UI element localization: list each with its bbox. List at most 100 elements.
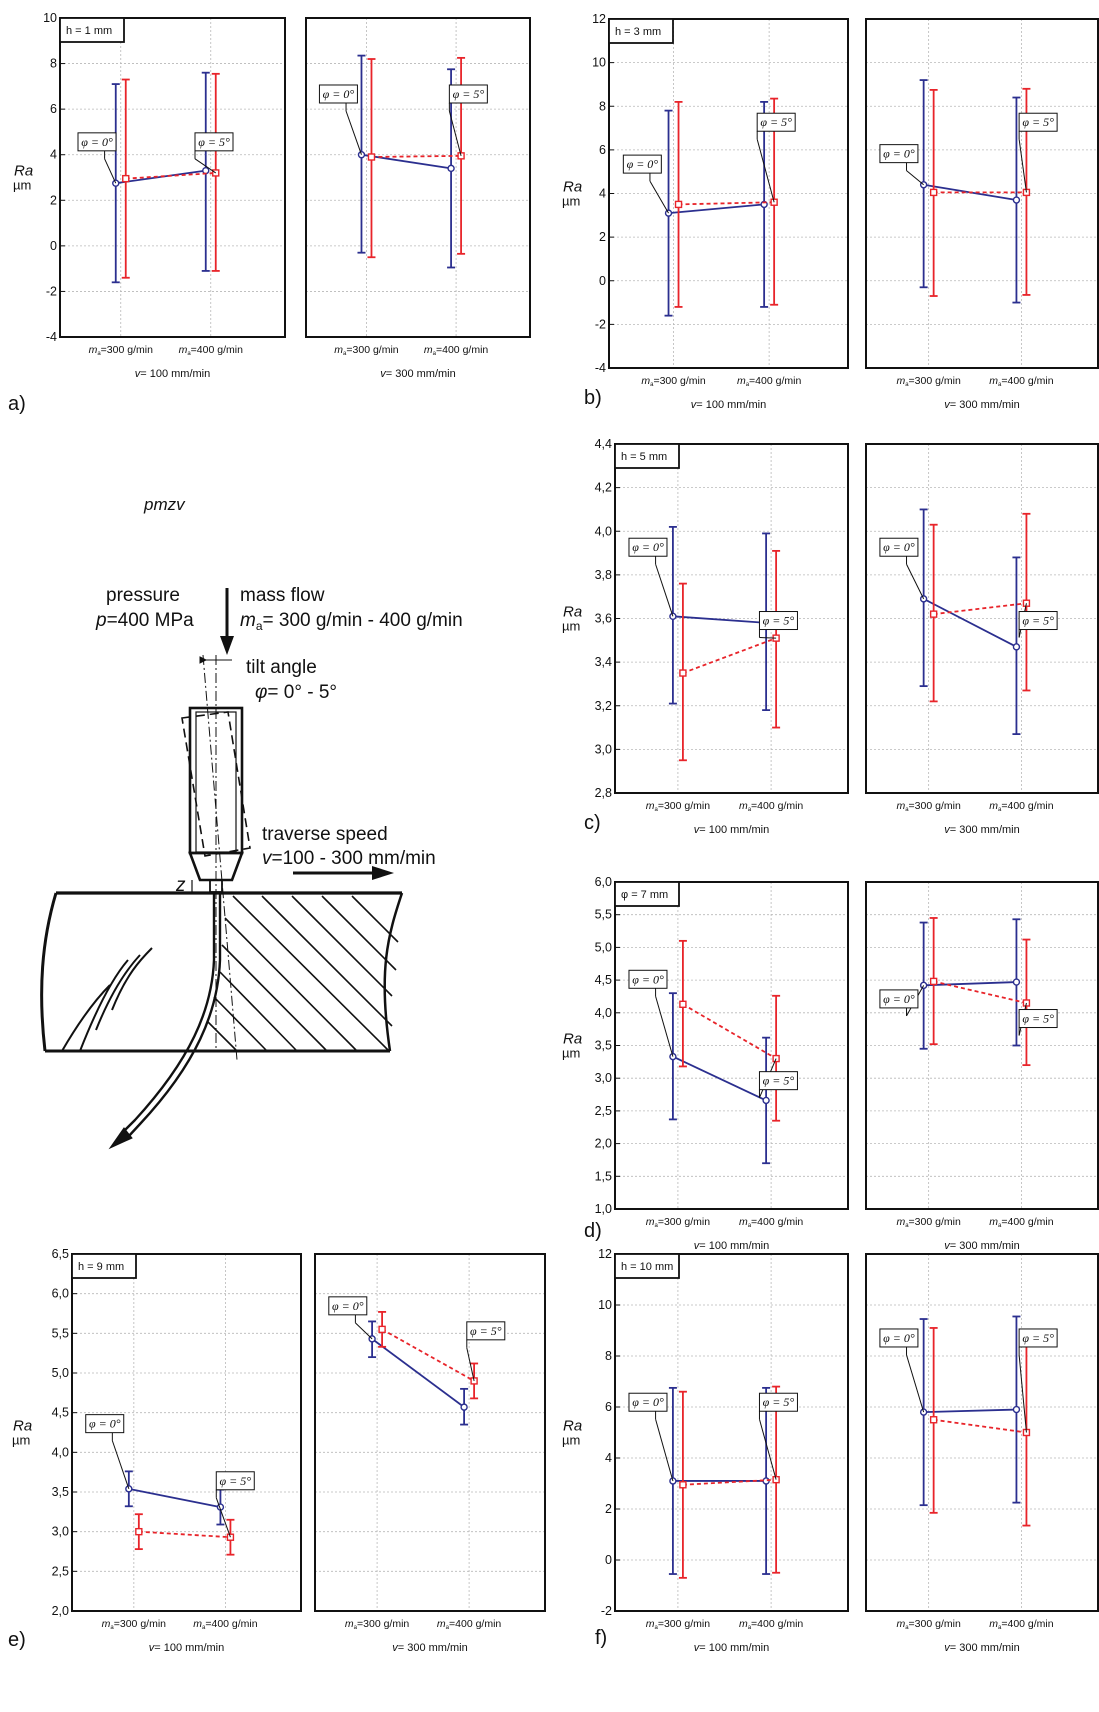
y-tick-label: 4,0 bbox=[595, 1006, 612, 1020]
y-tick-label: 4,0 bbox=[595, 524, 612, 538]
data-point bbox=[378, 1325, 386, 1334]
category-label: ma=400 g/min bbox=[739, 1618, 803, 1631]
series-line bbox=[682, 1003, 777, 1060]
callout-label: φ = 5° bbox=[1022, 115, 1054, 129]
series-phi-0: φ = 0° bbox=[318, 54, 456, 269]
category-label: ma=400 g/min bbox=[739, 1216, 803, 1229]
series-phi-0: φ = 0° bbox=[628, 969, 771, 1165]
y-tick-label: 4,0 bbox=[52, 1445, 69, 1459]
callout-label: φ = 5° bbox=[1022, 1331, 1054, 1345]
y-tick-label: 3,6 bbox=[595, 612, 612, 626]
y-tick-label: 3,5 bbox=[595, 1039, 612, 1053]
subplot-c-1: h = 5 mm φ = 0° φ = 5° ma=300 g/min ma=400 g… bbox=[614, 443, 849, 836]
series-phi-5: φ = 5° bbox=[929, 87, 1058, 297]
y-axis-label: Ra bbox=[563, 1418, 582, 1435]
data-point bbox=[929, 977, 938, 986]
tilt-value: φ= 0° - 5° bbox=[255, 682, 337, 703]
data-point bbox=[929, 188, 938, 197]
callout-box bbox=[85, 1414, 125, 1434]
subplot-b-2: φ = 0° φ = 5° ma=300 g/min ma=400 g/min v= 3… bbox=[865, 18, 1099, 411]
callout-box bbox=[879, 537, 919, 557]
callout-box bbox=[628, 969, 668, 989]
callout-label: φ = 5° bbox=[760, 115, 792, 129]
series-phi-5: φ = 5° bbox=[678, 939, 798, 1122]
y-tick-label: 12 bbox=[598, 1247, 612, 1261]
series-line bbox=[672, 1055, 767, 1102]
callout-leader bbox=[215, 1497, 231, 1538]
series-line bbox=[125, 172, 216, 180]
plot-frame bbox=[314, 1253, 546, 1612]
tilt-label: tilt angle bbox=[246, 657, 317, 678]
x-axis-label: v= 100 mm/min bbox=[691, 399, 767, 411]
y-tick-label: 10 bbox=[592, 56, 606, 70]
panel-tag-e: e) bbox=[8, 1629, 26, 1651]
callout-box bbox=[1018, 1009, 1058, 1029]
h-label-box bbox=[614, 443, 680, 469]
traverse-label: traverse speed bbox=[262, 824, 388, 845]
callout-box bbox=[215, 1471, 255, 1491]
callout-label: φ = 0° bbox=[632, 540, 664, 554]
y-axis-unit: µm bbox=[562, 1433, 580, 1448]
massflow-value: ma= 300 g/min - 400 g/min bbox=[240, 610, 463, 633]
y-tick-label: 1,5 bbox=[595, 1169, 612, 1183]
callout-leader bbox=[906, 1354, 925, 1413]
data-point bbox=[367, 153, 376, 161]
data-point bbox=[1012, 978, 1021, 986]
callout-label: φ = 5° bbox=[763, 1074, 795, 1088]
subplot-d-2: φ = 0° φ = 5° ma=300 g/min ma=400 g/min v= 3… bbox=[865, 881, 1099, 1252]
subplot-c-2: φ = 0° φ = 5° ma=300 g/min ma=400 g/min v= 3… bbox=[865, 443, 1099, 836]
y-tick-label: 3,5 bbox=[52, 1485, 69, 1499]
plot-frame bbox=[71, 1253, 302, 1612]
panel-tag-a: a) bbox=[8, 393, 26, 415]
callout-label: φ = 0° bbox=[883, 992, 915, 1006]
callout-box bbox=[879, 1328, 919, 1348]
y-tick-label: 3,0 bbox=[52, 1525, 69, 1539]
plot-frame bbox=[865, 881, 1099, 1210]
series-phi-0: φ = 0° bbox=[879, 79, 1021, 304]
y-tick-label: 3,0 bbox=[595, 742, 612, 756]
series-phi-0: φ = 0° bbox=[879, 1315, 1021, 1507]
series-phi-0: φ = 0° bbox=[879, 918, 1021, 1050]
y-tick-label: 6,5 bbox=[52, 1247, 69, 1261]
series-line bbox=[933, 980, 1027, 1004]
y-tick-label: 4 bbox=[50, 148, 57, 162]
y-tick-label: 4 bbox=[599, 187, 606, 201]
y-tick-label: 1,0 bbox=[595, 1202, 612, 1216]
pressure-arrow bbox=[220, 588, 234, 655]
y-tick-label: -2 bbox=[595, 317, 606, 331]
series-phi-5: φ = 5° bbox=[929, 512, 1058, 703]
callout-leader bbox=[111, 1440, 130, 1489]
plot-frame bbox=[865, 1253, 1099, 1612]
callout-leader bbox=[655, 1419, 674, 1482]
callout-label: φ = 0° bbox=[332, 1299, 364, 1313]
data-point bbox=[460, 1403, 468, 1411]
callout-leader bbox=[756, 139, 775, 203]
y-tick-label: 6 bbox=[605, 1400, 612, 1414]
series-line bbox=[672, 615, 767, 624]
y-tick-label: 8 bbox=[605, 1349, 612, 1363]
y-tick-label: 4,2 bbox=[595, 481, 612, 495]
callout-leader bbox=[194, 158, 217, 174]
subplot-d-1: φ = 7 mm φ = 0° φ = 5° ma=300 g/min ma=400 g… bbox=[614, 881, 849, 1252]
y-tick-label: 0 bbox=[599, 274, 606, 288]
callout-label: φ = 0° bbox=[632, 972, 664, 986]
callout-label: φ = 5° bbox=[763, 614, 795, 628]
series-phi-5: φ = 5° bbox=[121, 72, 234, 279]
plot-frame bbox=[614, 1253, 849, 1612]
workpiece bbox=[40, 891, 404, 1150]
y-tick-label: 12 bbox=[592, 12, 606, 26]
y-tick-label: -4 bbox=[595, 361, 606, 375]
plot-frame bbox=[59, 17, 286, 338]
y-axis-unit: µm bbox=[562, 619, 580, 634]
h-label-box bbox=[614, 881, 680, 907]
callout-leader bbox=[1018, 139, 1027, 193]
data-point bbox=[929, 1416, 938, 1424]
series-line bbox=[682, 637, 777, 674]
series-line bbox=[361, 153, 452, 170]
x-axis-label: v= 100 mm/min bbox=[149, 1642, 225, 1654]
callout-box bbox=[758, 611, 798, 631]
callout-box bbox=[879, 144, 919, 164]
